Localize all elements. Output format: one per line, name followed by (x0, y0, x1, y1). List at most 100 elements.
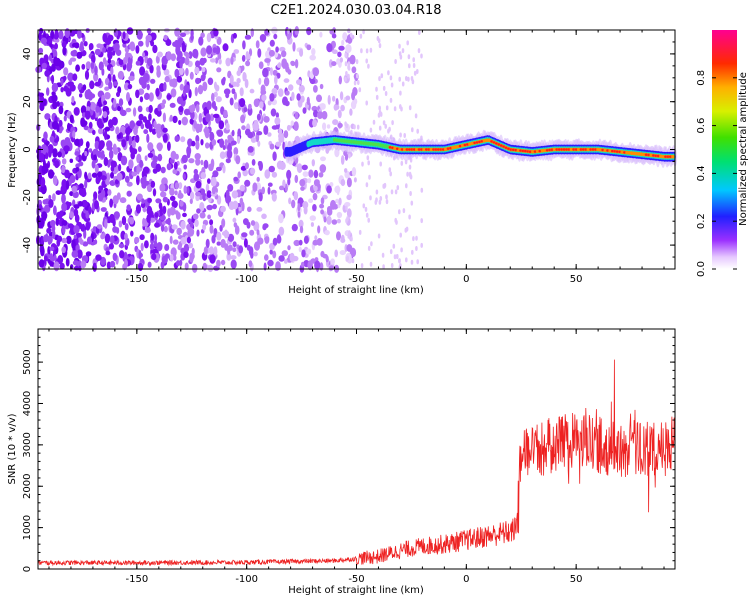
noise-blob (41, 62, 47, 70)
noise-blob (133, 126, 138, 136)
noise-blob (169, 235, 173, 245)
noise-blob (271, 87, 278, 95)
noise-blob (195, 180, 202, 189)
noise-blob (390, 82, 394, 88)
noise-blob (356, 73, 359, 79)
noise-blob (61, 202, 67, 212)
noise-blob (319, 103, 326, 108)
noise-blob (125, 52, 133, 60)
noise-blob (107, 50, 113, 60)
noise-blob (339, 250, 346, 256)
noise-blob (389, 249, 393, 255)
noise-blob (256, 207, 263, 212)
noise-blob (378, 105, 382, 111)
ridge-peak (475, 141, 479, 144)
noise-blob (151, 128, 157, 135)
noise-blob (389, 75, 393, 81)
noise-blob (61, 179, 67, 189)
noise-blob (61, 193, 66, 204)
noise-blob (209, 224, 214, 234)
noise-blob (144, 155, 148, 161)
noise-blob (293, 239, 301, 247)
noise-blob (48, 54, 53, 62)
noise-blob (408, 105, 412, 111)
noise-blob (127, 83, 133, 90)
noise-blob (328, 265, 335, 271)
noise-blob (122, 31, 126, 40)
noise-blob (279, 185, 284, 191)
noise-blob (52, 148, 58, 158)
noise-blob (393, 254, 397, 260)
noise-blob (420, 187, 424, 193)
spectrogram-y-ticks: -40 -20 0 20 40 (22, 29, 675, 270)
noise-blob (183, 164, 187, 170)
noise-blob (82, 241, 89, 247)
noise-blob (388, 167, 392, 173)
noise-blob (194, 86, 198, 97)
noise-blob (200, 172, 207, 179)
noise-blob (375, 86, 378, 92)
y-tick-label: 4000 (22, 391, 33, 416)
noise-blob (129, 217, 135, 225)
ridge-peak (591, 148, 595, 151)
noise-blob (41, 211, 48, 220)
noise-blob (309, 78, 316, 85)
noise-blob (154, 212, 159, 218)
noise-blob (332, 119, 339, 126)
noise-blob (301, 164, 308, 171)
noise-blob (167, 141, 171, 151)
noise-blob (198, 113, 203, 123)
noise-blob (84, 171, 88, 180)
noise-blob (332, 95, 336, 102)
noise-blob (256, 229, 260, 236)
ridge-core (540, 148, 544, 153)
noise-blob (232, 32, 237, 39)
ridge-core (577, 147, 581, 152)
noise-blob (72, 260, 80, 266)
noise-blob (124, 175, 130, 183)
noise-blob (273, 33, 278, 40)
noise-blob (200, 139, 204, 146)
noise-blob (224, 139, 228, 147)
noise-blob (179, 67, 184, 76)
noise-blob (353, 177, 357, 183)
noise-blob (308, 198, 314, 203)
noise-blob (126, 92, 130, 102)
noise-blob (312, 119, 318, 128)
noise-blob (109, 260, 116, 268)
noise-blob (68, 59, 73, 66)
noise-blob (390, 189, 394, 195)
noise-blob (187, 218, 192, 223)
noise-blob (65, 180, 70, 190)
noise-blob (98, 185, 104, 191)
ridge-core (637, 152, 641, 156)
noise-blob (51, 229, 56, 239)
noise-blob (257, 160, 262, 167)
ridge-core (482, 138, 486, 143)
noise-blob (166, 94, 172, 100)
noise-blob (392, 243, 396, 249)
noise-blob (40, 246, 45, 257)
ridge-peak (437, 148, 440, 151)
noise-blob (349, 108, 353, 116)
noise-blob (353, 80, 357, 86)
noise-blob (85, 141, 90, 149)
noise-blob (264, 169, 271, 179)
noise-blob (62, 46, 67, 56)
ridge-core (456, 144, 460, 149)
noise-blob (263, 116, 270, 123)
noise-blob (401, 81, 405, 87)
noise-blob (200, 47, 207, 57)
noise-blob (355, 59, 359, 65)
noise-blob (89, 80, 95, 90)
noise-blob (93, 72, 99, 82)
noise-blob (407, 54, 411, 60)
noise-blob (162, 127, 168, 133)
ridge-core (586, 147, 590, 152)
noise-blob (39, 95, 44, 102)
noise-blob (215, 166, 222, 172)
noise-blob (274, 75, 278, 85)
noise-blob (369, 195, 372, 201)
noise-blob (189, 71, 194, 80)
noise-blob (250, 167, 256, 175)
